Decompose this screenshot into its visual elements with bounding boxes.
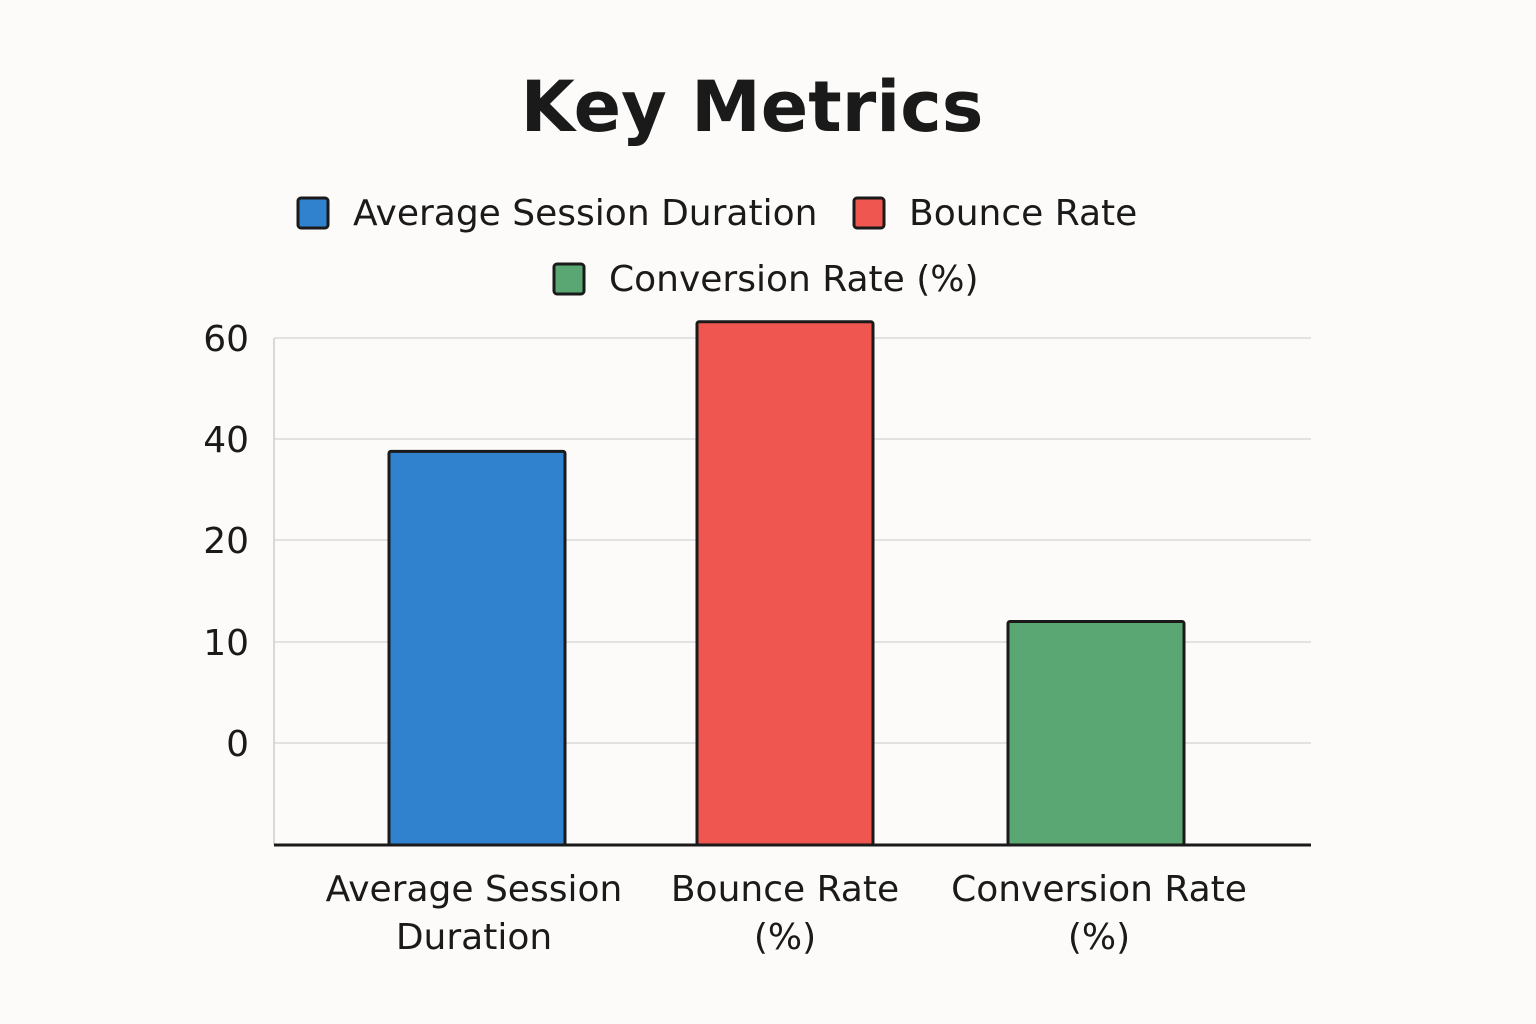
legend-label: Average Session Duration [353, 193, 817, 234]
bar [695, 320, 875, 847]
y-tick-label: 20 [203, 521, 249, 562]
legend-swatch [552, 262, 586, 296]
chart-title: Key Metrics [521, 66, 984, 148]
bar [387, 449, 567, 847]
legend-swatch [852, 196, 886, 230]
legend-swatch [296, 196, 330, 230]
x-axis-labels: Average Session Duration Bounce Rate (%) Con… [326, 869, 1247, 958]
y-axis-ticks: 60 40 20 10 0 [203, 319, 249, 765]
y-tick-label: 40 [203, 420, 249, 461]
x-category-label: Conversion Rate (%) [951, 869, 1247, 958]
x-category-label: Bounce Rate (%) [671, 869, 899, 958]
legend-label: Bounce Rate [909, 193, 1137, 234]
x-category-label: Average Session Duration [326, 869, 623, 958]
bar [1006, 620, 1186, 847]
y-tick-label: 10 [203, 623, 249, 664]
legend-label: Conversion Rate (%) [609, 259, 979, 300]
y-tick-label: 60 [203, 319, 249, 360]
bars [274, 320, 1311, 847]
legend: Average Session Duration Bounce Rate Conve… [296, 193, 1137, 300]
y-tick-label: 0 [226, 724, 249, 765]
